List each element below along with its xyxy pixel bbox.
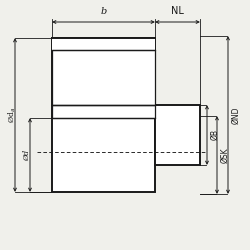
Text: Ød: Ød [23, 150, 31, 160]
Bar [52, 50, 155, 105]
Bar [52, 38, 155, 192]
Text: ØSK: ØSK [220, 147, 229, 163]
Bar [52, 38, 155, 50]
Bar [52, 105, 155, 118]
Text: Ød$_a$: Ød$_a$ [6, 107, 18, 123]
Bar [52, 105, 155, 118]
Bar [155, 105, 200, 165]
Bar [52, 50, 155, 105]
Text: b: b [100, 7, 106, 16]
Text: ØB: ØB [210, 130, 219, 140]
Text: ØND: ØND [231, 106, 240, 124]
Text: NL: NL [171, 6, 184, 16]
